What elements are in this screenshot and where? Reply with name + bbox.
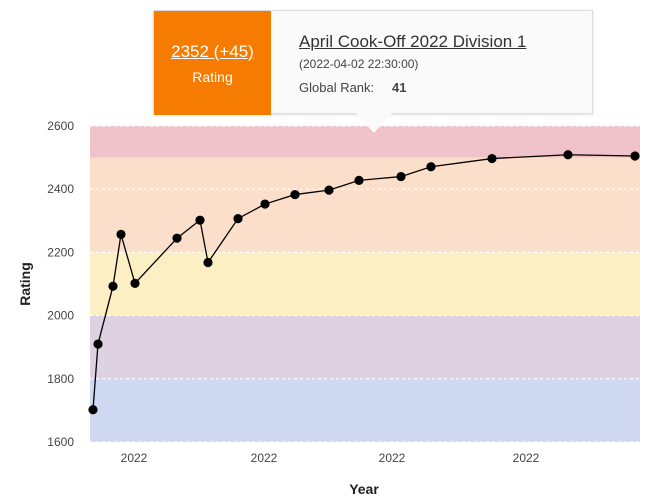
rating-point[interactable] [88,405,98,415]
y-tick-label: 1800 [47,372,74,386]
rating-point[interactable] [172,233,182,243]
rating-bands [90,125,640,443]
global-rank-value: 41 [392,80,407,95]
rating-band-3 [90,157,640,253]
rating-line [92,154,636,410]
contest-name-link[interactable]: April Cook-Off 2022 Division 1 [299,32,527,51]
rating-point[interactable] [487,153,497,164]
rating-point[interactable] [324,185,334,195]
rating-points [88,150,640,415]
rating-point[interactable] [426,162,436,172]
rating-point[interactable] [396,171,406,182]
contest-tooltip: 2352 (+45) Rating April Cook-Off 2022 Di… [153,10,593,115]
rating-point[interactable] [354,175,364,185]
x-tick-label: 2022 [379,451,406,465]
rating-band-1 [90,315,640,379]
x-tick-label: 2022 [513,451,540,465]
y-tick-label: 2400 [47,182,74,196]
x-axis-ticks: 2022 2022 2022 2022 [121,451,540,465]
rating-point[interactable] [563,150,573,160]
rating-summary-panel: 2352 (+45) Rating [154,11,271,115]
rating-point[interactable] [130,278,140,288]
x-tick-label: 2022 [121,451,148,465]
y-tick-label: 1600 [47,435,74,449]
y-tick-label: 2000 [47,309,74,323]
rating-point[interactable] [93,339,103,349]
rating-point[interactable] [195,215,205,225]
contest-time: (2022-04-02 22:30:00) [299,57,419,71]
y-tick-label: 2600 [47,119,74,133]
rating-point[interactable] [233,213,243,224]
rating-point[interactable] [108,281,118,291]
rating-label: Rating [192,69,233,85]
global-rank-label: Global Rank: [299,80,375,95]
rating-change-link[interactable]: 2352 (+45) [171,42,254,61]
tooltip-arrow [356,113,392,133]
rating-band-0 [90,378,640,442]
rating-band-2 [90,252,640,316]
rating-point[interactable] [203,257,213,268]
rating-point[interactable] [260,199,270,209]
rating-point[interactable] [116,229,126,239]
y-axis-title: Rating [17,262,33,306]
rating-point[interactable] [630,151,640,161]
x-axis-title: Year [349,481,379,497]
y-tick-label: 2200 [47,245,74,259]
rating-point[interactable] [290,189,300,200]
x-tick-label: 2022 [251,451,278,465]
y-axis-ticks: 1600 1800 2000 2200 2400 2600 [47,119,74,449]
